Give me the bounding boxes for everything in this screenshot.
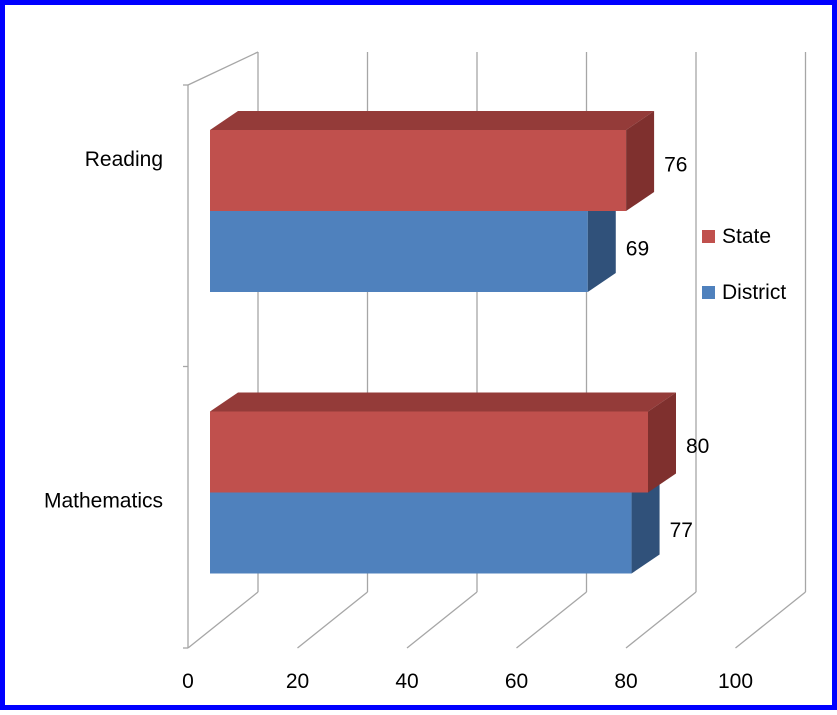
x-tick-label: 80 xyxy=(614,670,637,693)
side-wall-top-edge xyxy=(187,51,259,86)
data-label: 80 xyxy=(686,435,709,458)
bar-district-mathematics xyxy=(210,492,632,574)
bar-district-reading xyxy=(210,211,588,292)
x-tick-label: 20 xyxy=(286,670,309,693)
floor-gridline xyxy=(735,591,806,649)
x-tick-label: 40 xyxy=(395,670,418,693)
bars xyxy=(210,111,676,574)
bar-top-face xyxy=(210,392,676,412)
bar-top-face xyxy=(210,111,655,130)
category-label: Reading xyxy=(85,148,163,171)
bar-side-face xyxy=(648,392,676,493)
floor-gridline xyxy=(625,591,697,649)
floor-gridline xyxy=(406,591,478,649)
floor-gridline xyxy=(297,591,368,649)
bar-state-reading xyxy=(210,130,627,211)
bar-state-mathematics xyxy=(210,411,648,493)
axes xyxy=(183,84,189,649)
labels: 0 20 40 60 80 100 Mathematics 77 80 Reading 69 76 xyxy=(44,148,753,693)
floor-gridline xyxy=(187,591,259,649)
data-label: 69 xyxy=(626,238,649,261)
floor-gridline xyxy=(516,591,587,649)
x-tick-label: 0 xyxy=(182,670,194,693)
x-tick-label: 60 xyxy=(505,670,528,693)
legend-swatch-district xyxy=(702,286,715,299)
legend-label: District xyxy=(722,281,786,304)
x-tick-label: 100 xyxy=(718,670,753,693)
legend-swatch-state xyxy=(702,230,715,243)
data-label: 76 xyxy=(664,154,687,177)
category-label: Mathematics xyxy=(44,490,163,513)
bar-side-face xyxy=(626,111,655,211)
legend-label: State xyxy=(722,225,771,248)
bar-side-face xyxy=(631,473,660,574)
data-label: 77 xyxy=(670,519,693,542)
chart-plot: 0 20 40 60 80 100 Mathematics 77 80 Reading 69 76 S… xyxy=(44,51,807,693)
legend: State District xyxy=(702,225,786,304)
bar-side-face xyxy=(587,192,616,292)
